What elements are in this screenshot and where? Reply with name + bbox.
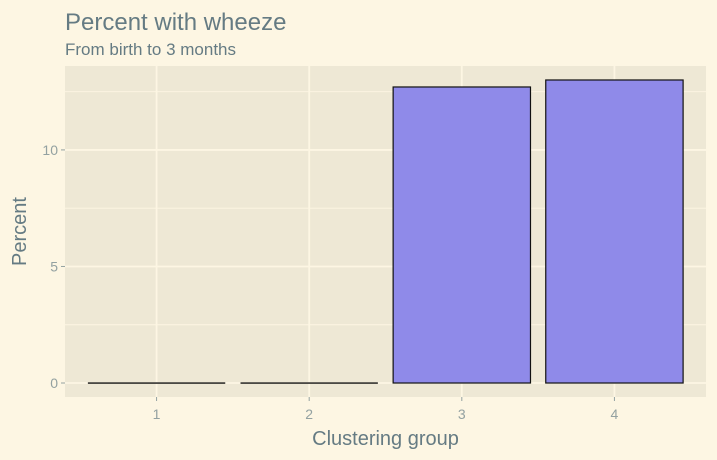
x-tick-label: 2 (305, 406, 313, 422)
bar (392, 86, 532, 384)
chart-subtitle: From birth to 3 months (65, 40, 236, 59)
y-axis-ticks: 0 5 10 (42, 142, 65, 391)
x-axis-ticks: 1 2 3 4 (153, 397, 619, 422)
y-tick-label: 10 (42, 142, 58, 158)
x-axis-title: Clustering group (312, 428, 459, 450)
bars (87, 79, 684, 384)
chart-title: Percent with wheeze (65, 9, 286, 36)
x-tick-label: 1 (153, 406, 161, 422)
y-tick-label: 5 (50, 258, 58, 274)
bar (545, 79, 684, 384)
y-tick-label: 0 (50, 375, 58, 391)
x-tick-label: 4 (611, 406, 619, 422)
y-axis-title: Percent (9, 197, 31, 266)
x-tick-label: 3 (458, 406, 466, 422)
